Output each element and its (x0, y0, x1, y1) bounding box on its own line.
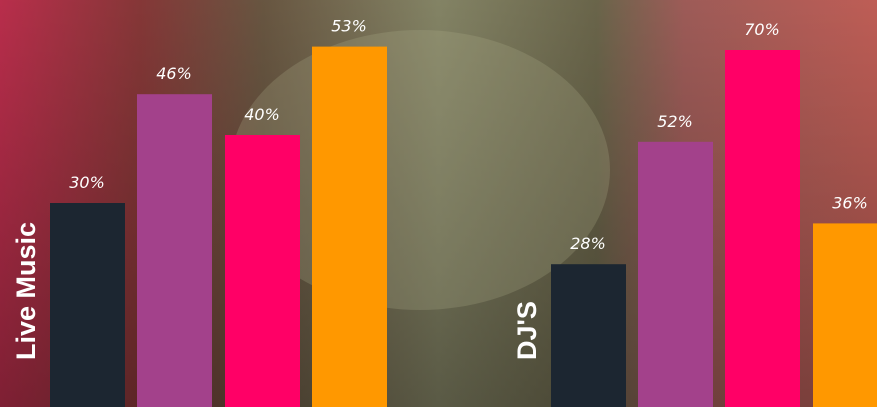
bar (638, 141, 713, 408)
bar (312, 46, 387, 407)
value-label: 40% (244, 105, 280, 124)
bar (813, 223, 877, 407)
value-label: 46% (156, 64, 192, 83)
group-title: DJ'S (512, 301, 542, 360)
baseline (0, 407, 877, 409)
value-label: 36% (832, 193, 868, 212)
bar (137, 94, 212, 407)
value-label: 53% (331, 17, 367, 36)
value-label: 30% (69, 173, 105, 192)
bar (50, 203, 125, 407)
bar (725, 50, 800, 407)
value-label: 70% (744, 20, 780, 39)
value-label: 52% (657, 112, 693, 131)
group-title: Live Music (11, 222, 41, 360)
bar (225, 135, 300, 407)
bar (551, 264, 626, 407)
value-label: 28% (570, 234, 606, 253)
